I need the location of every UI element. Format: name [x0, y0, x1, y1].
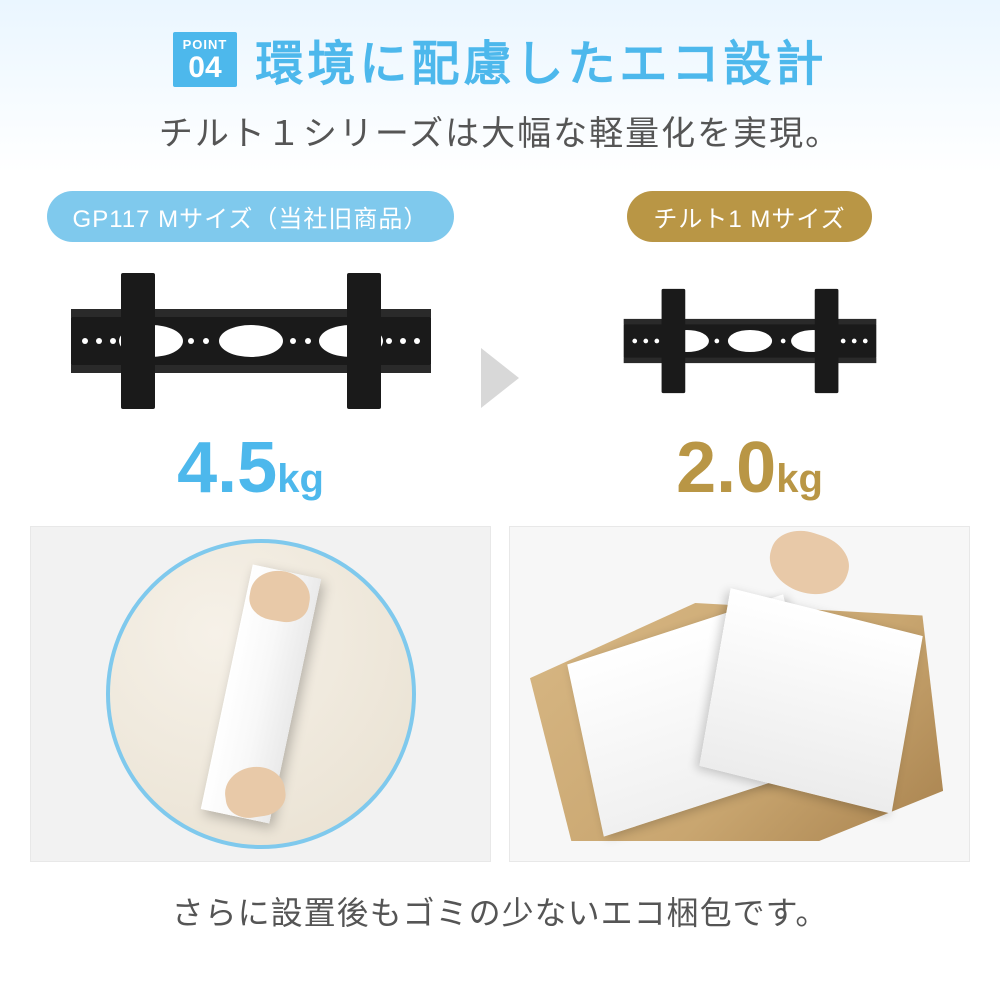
old-weight-value: 4.5 [177, 428, 277, 508]
new-mount-image [529, 256, 970, 426]
new-weight-unit: kg [776, 457, 823, 501]
comparison-card-old: GP117 Mサイズ（当社旧商品） 4.5kg [30, 191, 471, 504]
old-mount-image [30, 256, 471, 426]
cardboard-group [530, 591, 943, 842]
point-number: 04 [183, 53, 228, 83]
photo-package-closed [30, 526, 491, 862]
old-weight: 4.5kg [30, 432, 471, 504]
old-weight-unit: kg [277, 457, 324, 501]
footer-caption: さらに設置後もゴミの少ないエコ梱包です。 [0, 872, 1000, 934]
old-product-pill: GP117 Mサイズ（当社旧商品） [47, 191, 455, 242]
new-weight: 2.0kg [529, 432, 970, 504]
new-weight-value: 2.0 [676, 428, 776, 508]
header-row: POINT 04 環境に配慮したエコ設計 [30, 24, 970, 94]
page-title: 環境に配慮したエコ設計 [255, 24, 827, 94]
point-label: POINT [183, 38, 228, 51]
arrow-icon [481, 348, 519, 408]
new-product-pill: チルト1 Mサイズ [627, 191, 871, 242]
comparison-section: GP117 Mサイズ（当社旧商品） 4.5kg チルト1 Mサイズ [0, 173, 1000, 512]
header-section: POINT 04 環境に配慮したエコ設計 チルト１シリーズは大幅な軽量化を実現。 [0, 0, 1000, 173]
point-badge: POINT 04 [173, 32, 238, 87]
page-subtitle: チルト１シリーズは大幅な軽量化を実現。 [30, 106, 970, 155]
photo-section [0, 512, 1000, 872]
circle-frame [106, 539, 416, 849]
photo-package-open [509, 526, 970, 862]
comparison-card-new: チルト1 Mサイズ 2.0kg [529, 191, 970, 504]
